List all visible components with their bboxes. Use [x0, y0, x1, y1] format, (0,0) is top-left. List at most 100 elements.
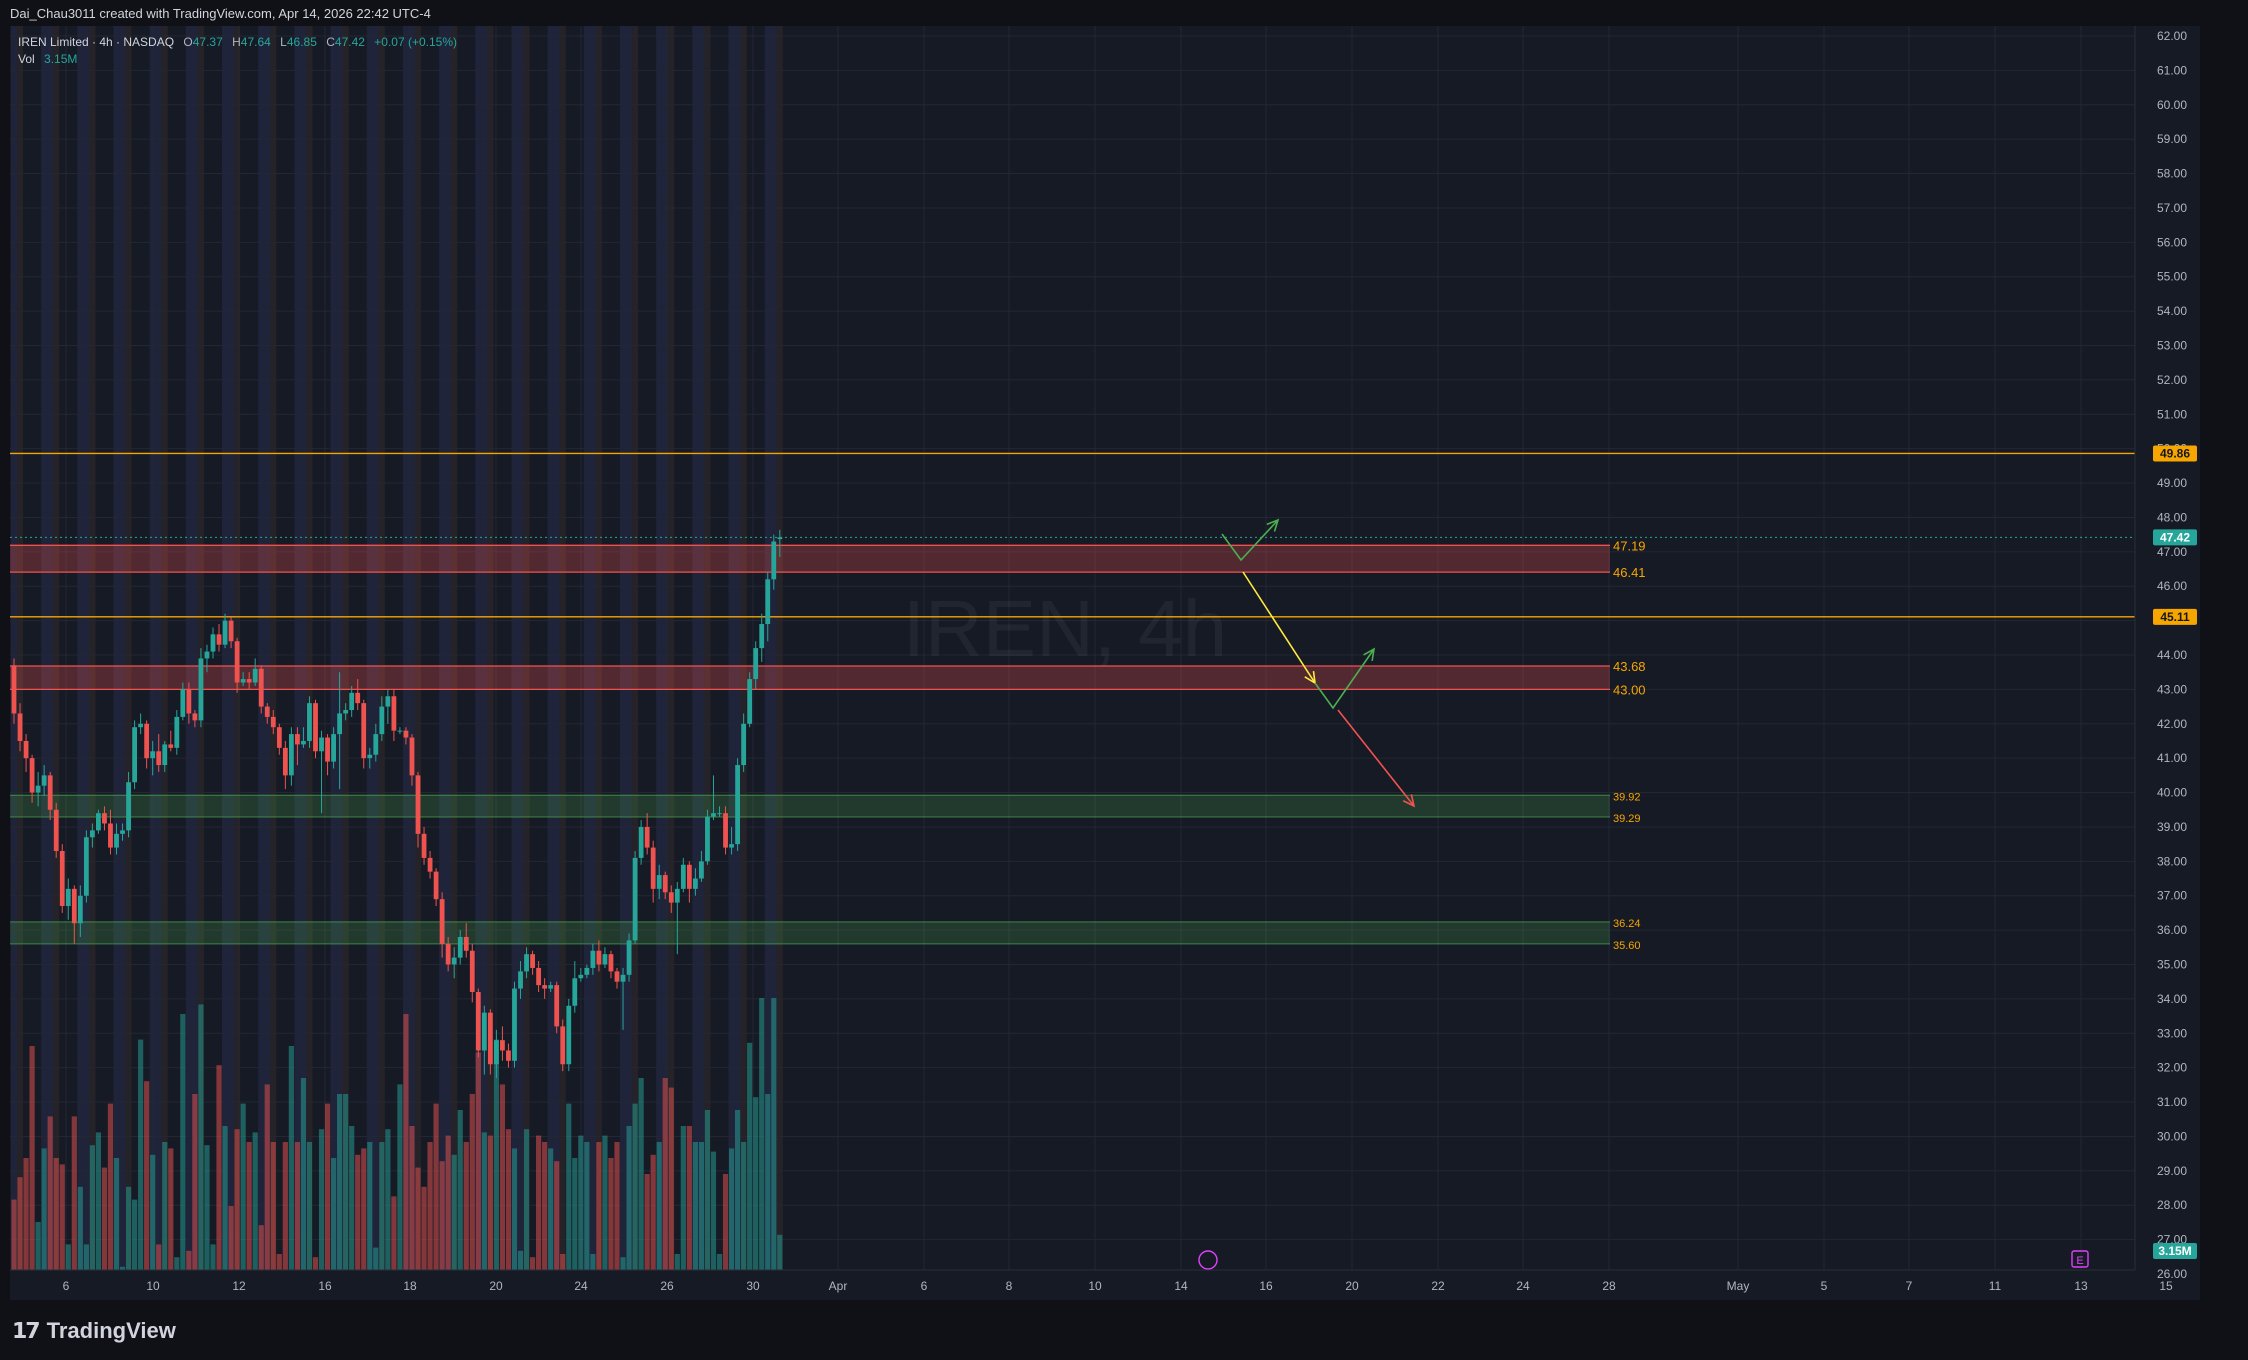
volume-bar: [741, 1142, 747, 1270]
price-tick-label: 42.00: [2157, 717, 2187, 731]
candle-body: [198, 658, 204, 721]
volume-bar: [186, 1250, 192, 1270]
volume-bar: [361, 1148, 367, 1270]
candle-body: [144, 723, 150, 759]
session-shade: [589, 26, 596, 1270]
tradingview-logo[interactable]: 𝟭𝟳 TradingView: [12, 1318, 176, 1344]
session-shade: [185, 26, 192, 1270]
earnings-icon-letter: E: [2076, 1255, 2083, 1267]
candle-body: [71, 888, 77, 924]
volume-bar: [710, 1151, 717, 1270]
volume-bar: [349, 1126, 355, 1270]
candle-body: [276, 727, 282, 748]
volume-bar: [71, 1116, 77, 1270]
zone-label-top: 47.19: [1613, 538, 1646, 553]
candle-body: [252, 668, 258, 683]
candle-body: [759, 624, 765, 649]
session-shade: [511, 26, 518, 1270]
volume-bar: [53, 1158, 59, 1270]
candle-body: [126, 782, 131, 831]
candle-body: [590, 950, 596, 968]
candle-body: [686, 864, 692, 889]
volume-bar: [590, 1254, 596, 1270]
session-shade: [475, 26, 482, 1270]
volume-bar: [258, 1225, 264, 1270]
session-shade: [77, 26, 84, 1270]
session-shade: [517, 26, 524, 1270]
candle-body: [530, 954, 535, 968]
candle-body: [692, 878, 698, 889]
candle-body: [204, 651, 210, 659]
volume-bar: [668, 1087, 674, 1270]
candle-body: [560, 1026, 566, 1065]
candle-body: [313, 703, 318, 752]
projection-arrow-up-1-head: [1266, 518, 1280, 532]
price-badge: 49.86: [2160, 446, 2190, 460]
session-shade: [113, 26, 120, 1270]
footer-bar: 𝟭𝟳 TradingView: [0, 1300, 2248, 1360]
candle-body: [264, 706, 270, 717]
volume-bar: [59, 1164, 65, 1270]
price-chart[interactable]: IREN, 4h 47.19 46.41 43.68 43.00 39.92 39.29 36…: [10, 26, 2200, 1300]
volume-bar: [747, 1042, 753, 1270]
candle-body: [325, 737, 330, 762]
candle-body: [258, 668, 264, 707]
candle-body: [29, 758, 35, 793]
candle-body: [536, 967, 542, 986]
session-shade: [53, 26, 60, 1270]
volume-bar: [529, 1257, 536, 1270]
volume-bar: [83, 1244, 89, 1270]
session-shade: [264, 26, 271, 1270]
volume-bar: [156, 1244, 162, 1270]
volume-bar: [765, 1094, 771, 1270]
candle-body: [373, 734, 379, 755]
time-axis: [10, 1270, 2135, 1300]
chart-area[interactable]: IREN, 4h 47.19 46.41 43.68 43.00 39.92 39.29 36…: [10, 26, 2200, 1300]
volume-bar: [475, 1052, 481, 1270]
candle-body: [162, 744, 168, 766]
time-tick-label: 5: [1821, 1279, 1828, 1293]
candle-body: [343, 710, 349, 714]
candle-body: [614, 971, 620, 982]
open-label: O: [183, 35, 193, 49]
time-tick-label: 14: [1174, 1279, 1188, 1293]
time-tick-label: 24: [1516, 1279, 1530, 1293]
candle-body: [337, 713, 343, 735]
candle-body: [650, 847, 656, 889]
last-price-badge-bg: [2153, 529, 2197, 546]
candle-body: [717, 813, 722, 815]
candle-body: [506, 1050, 511, 1061]
last-price-badge: 47.42: [2160, 530, 2190, 544]
session-shade: [481, 26, 488, 1270]
volume-bar: [548, 1148, 554, 1270]
volume-bar: [306, 1142, 313, 1270]
volume-bar: [138, 1039, 144, 1270]
candle-body: [445, 943, 451, 965]
candle-body: [288, 734, 294, 776]
zone-label-bottom: 43.00: [1613, 682, 1646, 697]
price-tick-label: 39.00: [2157, 820, 2187, 834]
volume-bar: [95, 1132, 102, 1270]
session-shade: [191, 26, 198, 1270]
volume-bar: [403, 1014, 409, 1270]
session-shade: [342, 26, 349, 1270]
candle-body: [433, 871, 439, 900]
volume-bar: [499, 1084, 506, 1270]
time-tick-label: 7: [1906, 1279, 1913, 1293]
candle-body: [102, 813, 107, 824]
candle-body: [307, 703, 312, 741]
session-shade: [10, 26, 18, 1270]
session-shade: [451, 26, 458, 1270]
session-shade: [366, 26, 373, 1270]
candle-body: [35, 785, 41, 793]
time-tick-label: 20: [489, 1279, 503, 1293]
candle-body: [138, 723, 144, 728]
volume-bar: [65, 1244, 71, 1270]
session-shade: [155, 26, 162, 1270]
price-tick-label: 37.00: [2157, 889, 2187, 903]
volume-bar: [198, 1004, 204, 1270]
candle-body: [47, 775, 53, 810]
session-shade: [764, 26, 771, 1270]
candle-body: [17, 713, 23, 741]
volume-bar: [222, 1126, 228, 1270]
